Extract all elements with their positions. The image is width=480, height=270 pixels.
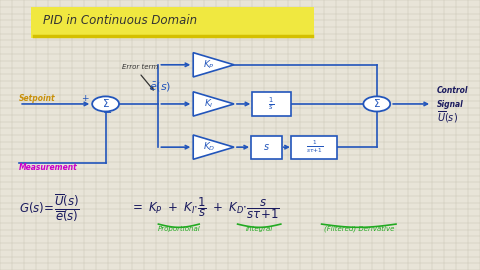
Text: −: − — [103, 107, 113, 117]
Text: $G(s)\!=\!\dfrac{\overline{U}(s)}{\overline{e}(s)}$: $G(s)\!=\!\dfrac{\overline{U}(s)}{\overl… — [19, 192, 80, 224]
Circle shape — [92, 96, 119, 112]
Text: $s$: $s$ — [263, 142, 270, 152]
Text: $=\ K_P\ +\ K_I{\cdot}\dfrac{1}{s}\ +\ K_D{\cdot}\dfrac{s}{s\tau\!+\!1}$: $=\ K_P\ +\ K_I{\cdot}\dfrac{1}{s}\ +\ K… — [130, 195, 279, 221]
FancyBboxPatch shape — [252, 92, 290, 116]
Text: $K_P$: $K_P$ — [203, 59, 215, 71]
Text: Setpoint: Setpoint — [19, 94, 56, 103]
Text: $\Sigma$: $\Sigma$ — [373, 97, 381, 109]
Text: Signal: Signal — [437, 100, 464, 109]
Text: $\frac{1}{s\tau\!+\!1}$: $\frac{1}{s\tau\!+\!1}$ — [306, 139, 323, 155]
Text: $K_D$: $K_D$ — [203, 141, 215, 153]
Text: $\Sigma$: $\Sigma$ — [102, 97, 109, 109]
Text: +: + — [81, 94, 89, 103]
Text: $\frac{1}{s}$: $\frac{1}{s}$ — [268, 96, 275, 112]
Text: $\overline{U}(s)$: $\overline{U}(s)$ — [437, 110, 458, 125]
Text: Measurement: Measurement — [19, 163, 78, 172]
Circle shape — [363, 96, 390, 112]
Polygon shape — [193, 92, 234, 116]
Text: $\bar{e}(s)$: $\bar{e}(s)$ — [149, 81, 171, 94]
Text: Integral: Integral — [246, 226, 273, 232]
FancyBboxPatch shape — [251, 136, 282, 159]
Text: PID in Continuous Domain: PID in Continuous Domain — [43, 14, 197, 27]
Polygon shape — [193, 53, 234, 77]
Text: Control: Control — [437, 86, 468, 95]
FancyBboxPatch shape — [31, 7, 314, 38]
Text: Proportional: Proportional — [157, 226, 200, 232]
Text: $K_I$: $K_I$ — [204, 98, 214, 110]
Polygon shape — [193, 135, 234, 159]
Text: Error term: Error term — [122, 64, 159, 70]
FancyBboxPatch shape — [291, 136, 337, 159]
Text: (Filtered) Derivative: (Filtered) Derivative — [324, 226, 394, 232]
